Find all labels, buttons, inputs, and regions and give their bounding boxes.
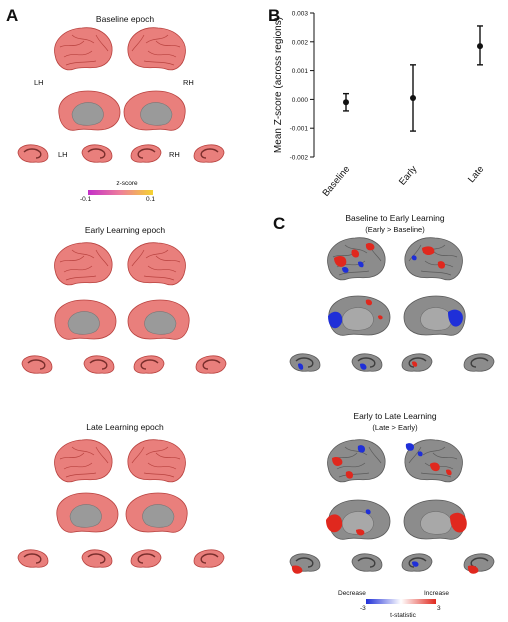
tstat-decrease-label: Decrease [338, 590, 366, 597]
hemi-label-lh-2: LH [58, 150, 68, 159]
y-tick-label: -0.002 [290, 155, 309, 162]
tstat-colorbar-label: t-statistic [390, 612, 416, 619]
zscore-chart: -0.002 -0.001 0.000 0.001 0.002 0.003 Mean Z-s… [273, 11, 486, 199]
epoch-title-early: Early Learning epoch [84, 225, 166, 235]
y-tick-label: 0.003 [292, 11, 309, 18]
y-tick-label: -0.001 [290, 126, 309, 133]
contrast1-subtitle: (Early > Baseline) [365, 225, 425, 234]
y-tick-label: 0.000 [292, 97, 309, 104]
y-axis-label: Mean Z-score (across regions) [273, 17, 284, 153]
zscore-colorbar-max: 0.1 [146, 196, 156, 203]
tstat-colorbar [366, 599, 436, 604]
zscore-colorbar [88, 190, 153, 195]
contrast2-title: Early to Late Learning [353, 411, 437, 421]
panel-label-b: B [268, 6, 281, 25]
hemi-label-rh-2: RH [169, 150, 180, 159]
epoch-title-late: Late Learning epoch [86, 422, 164, 432]
tstat-colorbar-min: -3 [360, 605, 366, 612]
contrast1-title: Baseline to Early Learning [345, 213, 445, 223]
epoch-title-baseline: Baseline epoch [95, 14, 155, 24]
hemi-label-lh: LH [34, 78, 44, 87]
data-point [477, 43, 483, 50]
y-tick-label: 0.002 [292, 39, 309, 46]
data-point [410, 94, 416, 101]
tstat-colorbar-max: 3 [437, 605, 441, 612]
panel-a-brains [17, 27, 227, 568]
zscore-colorbar-min: -0.1 [80, 196, 92, 203]
contrast2-subtitle: (Late > Early) [372, 423, 418, 432]
zscore-colorbar-label: z-score [116, 180, 138, 187]
hemi-label-rh: RH [183, 78, 194, 87]
panel-label-c: C [273, 214, 286, 233]
tstat-increase-label: Increase [424, 590, 449, 597]
panel-label-a: A [6, 6, 19, 25]
panel-c-brains [289, 237, 495, 574]
data-point [343, 99, 349, 106]
y-tick-label: 0.001 [292, 68, 309, 75]
